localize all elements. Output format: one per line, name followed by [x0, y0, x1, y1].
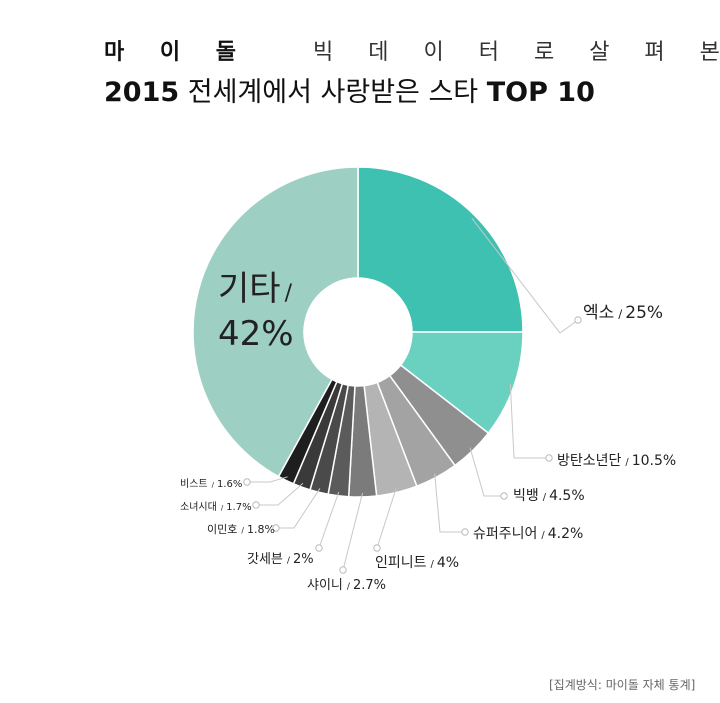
slice-label: 이민호/1.8%	[207, 523, 275, 536]
leader-dot	[339, 566, 347, 574]
chart-title: 2015 전세계에서 사랑받은 스타 TOP 10	[104, 70, 595, 109]
leader-line	[318, 491, 340, 549]
slice-name: 엑소	[583, 303, 614, 323]
slice-name: 슈퍼주니어	[473, 526, 537, 542]
slice-label: 샤이니/2.7%	[307, 578, 386, 593]
slice-value: 25%	[625, 303, 663, 323]
slice-value: 2.7%	[353, 578, 386, 593]
title-year: 2015	[104, 77, 180, 108]
leader-dot	[574, 316, 582, 324]
donut-slice-2	[399, 331, 524, 435]
leader-dot	[500, 492, 508, 500]
slice-value: 1.7%	[226, 502, 251, 513]
slice-value: 2%	[293, 552, 314, 567]
leader-dot	[252, 501, 260, 509]
slice-value: 1.8%	[247, 523, 275, 536]
slice-label: 빅뱅/4.5%	[513, 488, 585, 504]
slice-name: 샤이니	[307, 578, 343, 593]
slice-label-large: 기타 /	[218, 269, 293, 309]
leader-line	[434, 473, 465, 533]
brand-name: 마 이 돌	[104, 40, 251, 65]
title-middle: 전세계에서 사랑받은 스타	[179, 77, 487, 108]
slice-label: 소녀시대/1.7%	[180, 501, 252, 513]
footnote: [집계방식: 마이돌 자체 통계]	[549, 678, 696, 692]
slice-name: 비스트	[180, 478, 208, 490]
leader-line	[376, 488, 397, 549]
slice-name: 갓세븐	[247, 552, 283, 567]
leader-line	[469, 447, 504, 497]
leader-line	[509, 384, 549, 459]
leader-dot	[243, 478, 251, 486]
slice-value: 4%	[437, 555, 459, 571]
slice-label: 슈퍼주니어/4.2%	[473, 526, 583, 542]
subtitle-rest: 빅 데 이 터 로 살 펴 본	[313, 40, 720, 65]
subtitle: 마 이 돌 빅 데 이 터 로 살 펴 본	[104, 34, 720, 66]
slice-name: 이민호	[207, 523, 237, 536]
leader-dot	[315, 544, 323, 552]
leader-line	[276, 488, 321, 529]
slice-label: 인피니트/4%	[375, 555, 459, 571]
slice-value: 4.2%	[548, 526, 584, 542]
slice-name: 방탄소년단	[557, 453, 622, 469]
slice-value-large: 42%	[218, 314, 294, 354]
leader-dot	[461, 528, 469, 536]
slice-value: 1.6%	[217, 479, 242, 490]
title-suffix: TOP 10	[486, 77, 595, 108]
slice-name: 빅뱅	[513, 488, 539, 504]
leader-dot	[373, 544, 381, 552]
leader-line	[342, 492, 364, 571]
leader-dot	[272, 524, 280, 532]
leader-line	[471, 217, 579, 334]
slice-label: 비스트/1.6%	[180, 478, 242, 490]
leader-dot	[545, 454, 553, 462]
slice-label: 갓세븐/2%	[247, 552, 314, 567]
leader-line	[256, 482, 304, 506]
slice-label: 방탄소년단/10.5%	[557, 453, 676, 469]
slice-label: 엑소/25%	[583, 303, 663, 323]
leader-line	[247, 476, 288, 483]
slice-value: 10.5%	[632, 453, 676, 469]
slice-name: 소녀시대	[180, 501, 217, 513]
donut-slice-1	[357, 166, 524, 333]
slice-value: 4.5%	[549, 488, 585, 504]
donut-slice-11	[192, 166, 359, 478]
slice-name: 인피니트	[375, 555, 427, 571]
